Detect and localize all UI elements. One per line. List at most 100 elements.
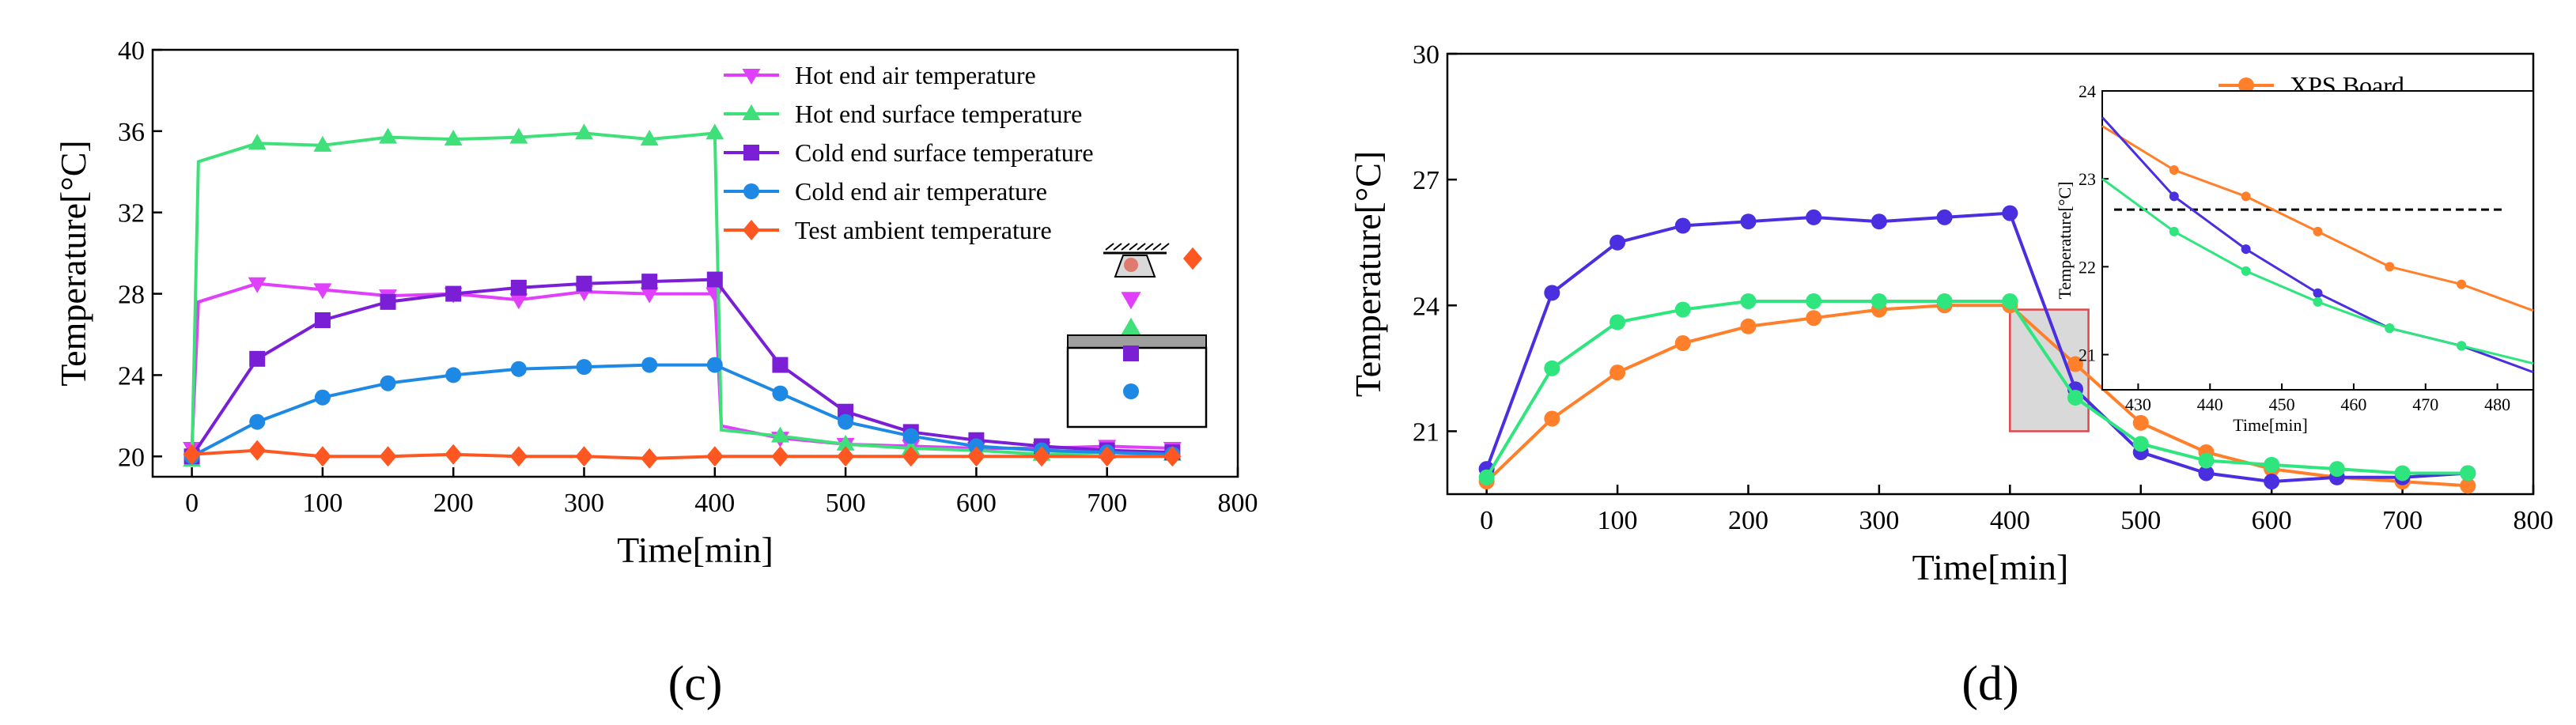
- data-point: [1610, 364, 1626, 381]
- data-point: [509, 293, 528, 310]
- data-point: [706, 357, 723, 373]
- hatch-line: [1160, 243, 1170, 251]
- data-point: [2328, 461, 2345, 478]
- data-point: [837, 446, 855, 467]
- data-point: [314, 312, 331, 328]
- inset-data-point: [2457, 279, 2467, 289]
- data-point: [445, 285, 462, 302]
- data-point: [444, 130, 463, 146]
- hatch-line: [1152, 243, 1162, 251]
- data-point: [1033, 446, 1051, 467]
- data-point: [183, 444, 201, 465]
- inset-data-point: [2385, 323, 2395, 334]
- hatch-line: [1144, 243, 1154, 251]
- series-line: [191, 448, 1173, 460]
- hatch-line: [1113, 243, 1122, 251]
- data-point: [380, 375, 396, 391]
- data-point: [2067, 389, 2084, 406]
- legend-item: Cold end air temperature: [724, 177, 1047, 206]
- data-point: [771, 446, 789, 467]
- series-line: [191, 363, 1173, 459]
- series-cold-end-surface-temperature: [183, 271, 1181, 465]
- panel-c-plot-frame: [151, 48, 1239, 478]
- data-point: [1098, 446, 1116, 467]
- x-tick-label: 500: [2120, 506, 2161, 535]
- y-tick-label: 20: [118, 443, 145, 472]
- legend-label: Cold end surface temperature: [795, 138, 1094, 167]
- data-point: [314, 389, 331, 406]
- y-tick-label: 30: [1413, 40, 1439, 70]
- inset-series-xps-board: [2101, 125, 2534, 312]
- data-point: [640, 287, 659, 304]
- inset-y-axis-label: Temperature[°C]: [2055, 182, 2075, 300]
- data-point: [313, 283, 332, 300]
- data-point: [509, 446, 528, 467]
- legend-swatch-marker: [742, 104, 761, 120]
- x-tick-label: 200: [1728, 506, 1768, 535]
- data-point: [1544, 285, 1560, 301]
- data-point: [574, 123, 593, 140]
- x-tick-label: 700: [2382, 506, 2423, 535]
- data-point: [249, 413, 266, 430]
- hatch-line: [1121, 243, 1130, 251]
- data-point: [313, 446, 331, 467]
- inset-data-point: [2169, 191, 2179, 202]
- panel-caption: (d): [1961, 657, 2018, 711]
- inset-data-point: [2241, 191, 2251, 202]
- legend-label: Hot end surface temperature: [795, 100, 1082, 128]
- data-point: [249, 350, 266, 367]
- inset-series-aerogel-board: [2101, 177, 2534, 365]
- data-point: [641, 274, 658, 290]
- data-point: [575, 446, 593, 467]
- inset-data-point: [2169, 165, 2179, 176]
- sensor-hot-air-icon: [1121, 292, 1141, 310]
- inset-y-tick-label: 21: [2079, 346, 2096, 365]
- y-axis-label: Temperature[°C]: [53, 140, 93, 386]
- x-tick-label: 600: [2252, 506, 2292, 535]
- x-tick-label: 300: [564, 489, 604, 518]
- data-point: [2132, 414, 2149, 431]
- data-point: [838, 413, 854, 430]
- series-test-ambient-temperature: [183, 440, 1182, 469]
- data-point: [2198, 452, 2215, 469]
- inset-x-tick-label: 430: [2125, 395, 2151, 414]
- series-aerogel-board: [1478, 293, 2476, 485]
- inset-x-tick-label: 450: [2269, 395, 2295, 414]
- legend-swatch-marker: [743, 145, 759, 160]
- x-tick-label: 400: [694, 489, 735, 518]
- x-tick-label: 600: [956, 489, 997, 518]
- hatch-line: [1129, 243, 1138, 251]
- y-tick-label: 21: [1413, 417, 1439, 447]
- data-point: [444, 444, 463, 465]
- inset-data-point: [2241, 266, 2251, 276]
- data-point: [705, 123, 724, 140]
- data-point: [1871, 293, 1887, 309]
- legend-item: Hot end surface temperature: [724, 100, 1082, 128]
- data-point: [1544, 410, 1560, 427]
- data-point: [248, 277, 267, 293]
- data-point: [772, 357, 789, 373]
- x-tick-label: 0: [1480, 506, 1493, 535]
- data-point: [313, 135, 332, 152]
- sensor-ambient-icon: [1182, 247, 1203, 270]
- data-point: [705, 446, 724, 467]
- x-tick-label: 0: [185, 489, 199, 518]
- data-point: [1163, 446, 1182, 467]
- data-point: [379, 446, 397, 467]
- inset-data-point: [2313, 288, 2323, 298]
- y-tick-label: 40: [118, 36, 145, 66]
- legend-item: Hot end air temperature: [724, 61, 1036, 89]
- data-point: [2067, 356, 2084, 372]
- data-point: [1674, 301, 1691, 318]
- sensor-cold-air-icon: [1123, 383, 1139, 399]
- inset-x-tick-label: 460: [2340, 395, 2366, 414]
- series-hot-end-air-temperature: [183, 277, 1182, 458]
- series-line: [190, 278, 1173, 458]
- legend-swatch-marker: [2238, 77, 2254, 93]
- data-point: [1871, 213, 1887, 230]
- y-tick-label: 28: [118, 281, 145, 310]
- sensor-hot-surface-icon: [1121, 317, 1141, 335]
- inset-frame: [2101, 90, 2534, 391]
- series-line: [190, 131, 1173, 461]
- data-point: [1806, 310, 1822, 327]
